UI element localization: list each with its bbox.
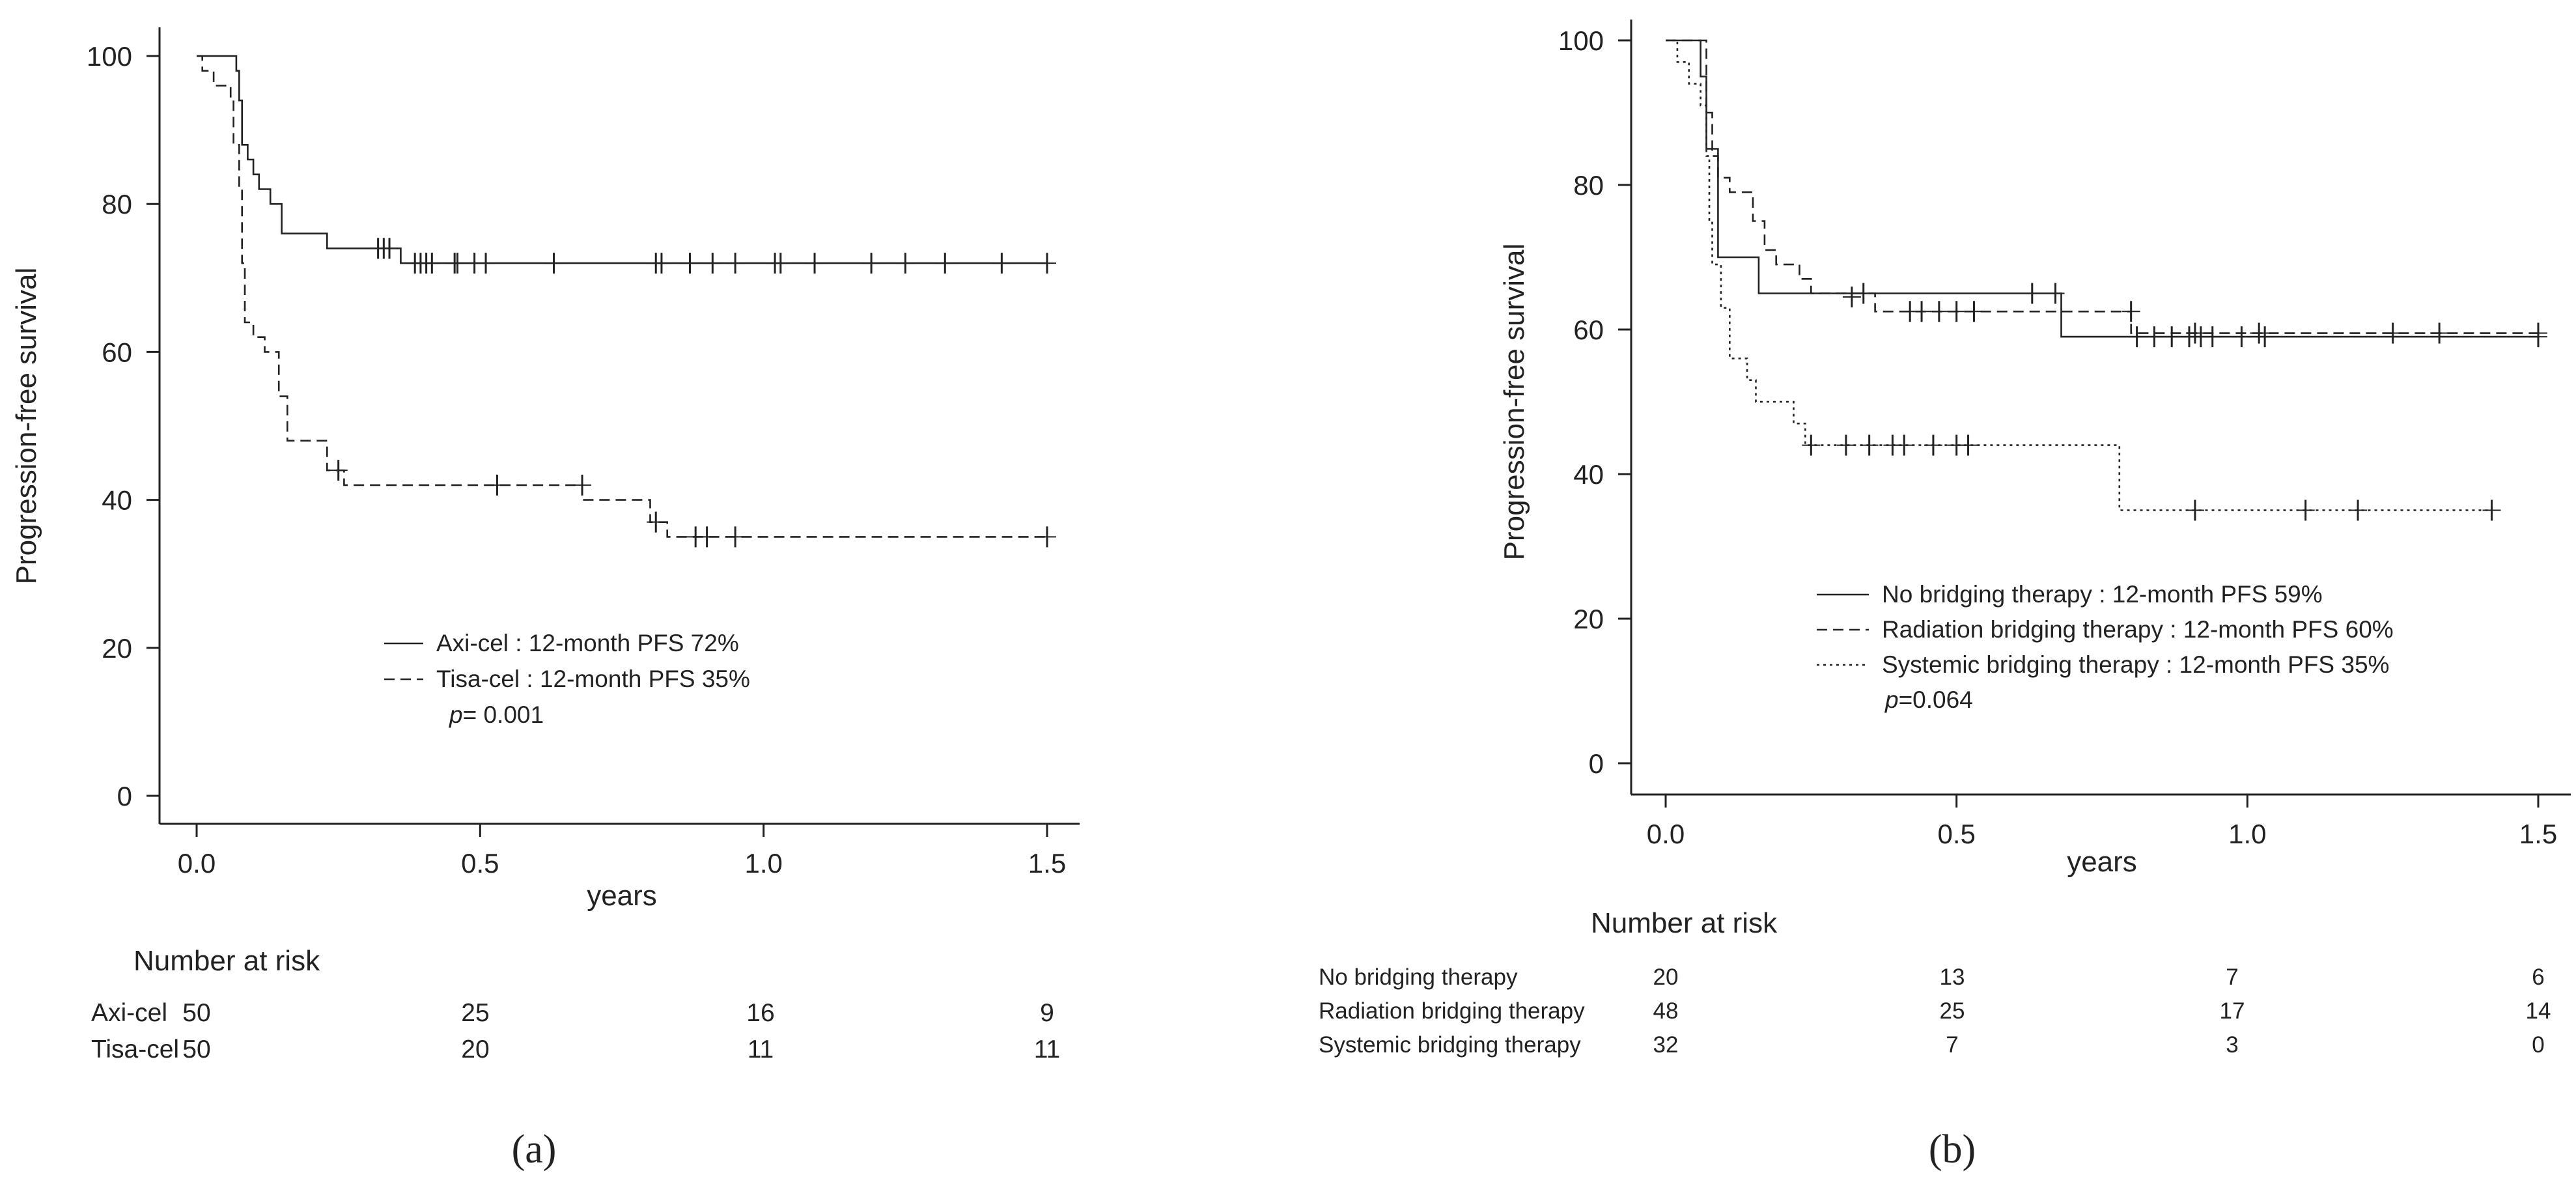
risk-count: 32 bbox=[1653, 1032, 1679, 1058]
x-axis-label: years bbox=[587, 880, 657, 912]
risk-count: 25 bbox=[461, 999, 489, 1027]
y-tick-label: 0 bbox=[117, 781, 132, 811]
x-axis-label: years bbox=[2067, 846, 2137, 878]
risk-table-header: Number at risk bbox=[133, 945, 320, 977]
series-line-2 bbox=[1666, 39, 2538, 334]
legend-label-1: Axi-cel : 12-month PFS 72% bbox=[436, 630, 739, 656]
risk-count: 11 bbox=[1034, 1035, 1061, 1063]
y-axis-label: Progression-free survival bbox=[1498, 244, 1530, 561]
x-tick-label: 0.0 bbox=[1647, 819, 1685, 849]
x-tick-label: 1.5 bbox=[1028, 848, 1066, 879]
y-tick-label: 0 bbox=[1589, 748, 1604, 779]
p-value: p=0.064 bbox=[1884, 686, 1973, 713]
chart-panel-a: 0 20 40 60 80 100 0.0 0.5 1.0 1.5 years Progression… bbox=[10, 27, 1080, 1172]
x-tick-label: 1.0 bbox=[2228, 819, 2266, 849]
y-tick-label: 60 bbox=[1573, 315, 1604, 345]
risk-count: 7 bbox=[2226, 964, 2238, 990]
y-tick-label: 20 bbox=[102, 633, 132, 664]
y-tick-label: 80 bbox=[1573, 170, 1604, 201]
risk-row-label: No bridging therapy bbox=[1319, 964, 1518, 990]
legend-label-1: No bridging therapy : 12-month PFS 59% bbox=[1882, 581, 2323, 608]
panel-caption: (b) bbox=[1929, 1127, 1976, 1172]
risk-count: 20 bbox=[1653, 964, 1679, 990]
risk-count: 17 bbox=[2220, 998, 2245, 1024]
x-tick-label: 0.5 bbox=[1937, 819, 1975, 849]
risk-count: 3 bbox=[2226, 1032, 2238, 1058]
y-axis-label: Progression-free survival bbox=[10, 268, 42, 585]
y-tick-label: 40 bbox=[102, 485, 132, 516]
p-value: p= 0.001 bbox=[449, 701, 544, 728]
risk-count: 20 bbox=[461, 1035, 489, 1063]
legend-label-2: Tisa-cel : 12-month PFS 35% bbox=[436, 666, 750, 692]
y-tick-label: 100 bbox=[1558, 25, 1604, 56]
risk-count: 0 bbox=[2532, 1032, 2544, 1058]
risk-count: 48 bbox=[1653, 998, 1679, 1024]
x-tick-label: 1.0 bbox=[744, 848, 782, 879]
risk-count: 7 bbox=[1946, 1032, 1958, 1058]
risk-table-header: Number at risk bbox=[1591, 907, 1778, 939]
legend-label-2: Radiation bridging therapy : 12-month PF… bbox=[1882, 616, 2394, 643]
risk-count: 14 bbox=[2526, 998, 2551, 1024]
y-tick-label: 20 bbox=[1573, 604, 1604, 634]
y-tick-label: 100 bbox=[87, 41, 132, 72]
risk-count: 11 bbox=[748, 1035, 774, 1063]
x-tick-label: 1.5 bbox=[2519, 819, 2557, 849]
risk-count: 9 bbox=[1040, 999, 1054, 1027]
risk-row-label: Tisa-cel bbox=[91, 1035, 179, 1063]
legend-label-3: Systemic bridging therapy : 12-month PFS… bbox=[1882, 651, 2389, 678]
y-tick-label: 60 bbox=[102, 337, 132, 367]
panel-caption: (a) bbox=[512, 1127, 557, 1172]
y-tick-label: 40 bbox=[1573, 459, 1604, 490]
risk-count: 50 bbox=[182, 1035, 210, 1063]
risk-count: 6 bbox=[2532, 964, 2544, 990]
series-line-1 bbox=[197, 55, 1047, 264]
series-line-3 bbox=[1666, 39, 2492, 511]
x-tick-label: 0.0 bbox=[178, 848, 216, 879]
risk-count: 25 bbox=[1940, 998, 1965, 1024]
risk-count: 50 bbox=[182, 999, 210, 1027]
series-line-1 bbox=[1666, 39, 2538, 338]
risk-count: 13 bbox=[1940, 964, 1965, 990]
y-tick-label: 80 bbox=[102, 189, 132, 219]
series-line-2 bbox=[197, 55, 1047, 538]
risk-row-label: Radiation bridging therapy bbox=[1319, 998, 1585, 1024]
risk-count: 16 bbox=[746, 999, 774, 1027]
risk-row-label: Axi-cel bbox=[91, 999, 167, 1027]
risk-row-label: Systemic bridging therapy bbox=[1319, 1032, 1581, 1058]
x-tick-label: 0.5 bbox=[461, 848, 499, 879]
